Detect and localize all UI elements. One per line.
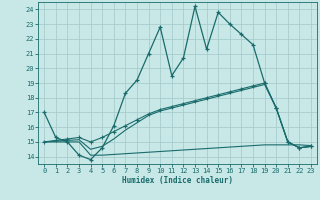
X-axis label: Humidex (Indice chaleur): Humidex (Indice chaleur) [122,176,233,185]
